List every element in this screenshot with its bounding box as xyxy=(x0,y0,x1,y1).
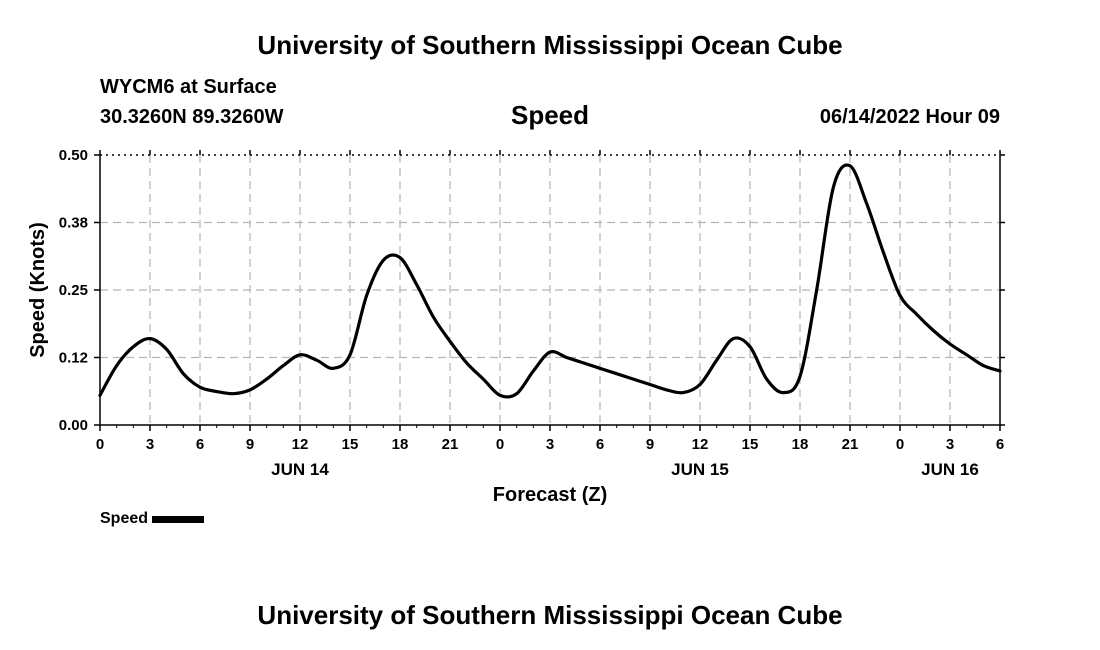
x-tick-label: 21 xyxy=(442,436,459,453)
x-tick-label: 18 xyxy=(792,436,809,453)
x-tick-label: 15 xyxy=(342,436,359,453)
station-label: WYCM6 at Surface xyxy=(100,76,277,98)
x-tick-label: 6 xyxy=(196,436,204,453)
x-tick-label: 9 xyxy=(646,436,654,453)
x-tick-label: 9 xyxy=(246,436,254,453)
coordinates-label: 30.3260N 89.3260W xyxy=(100,106,284,128)
legend-label: Speed xyxy=(100,510,149,527)
x-tick-label: 21 xyxy=(842,436,859,453)
x-tick-label: 6 xyxy=(596,436,604,453)
x-tick-label: 3 xyxy=(146,436,154,453)
label-layer: 0 3 6 9 12 15 18 21 0 3 6 9 12 15 18 21 0 3 6 0.00 0.12 0.25 0… xyxy=(27,147,1004,506)
x-tick-label: 18 xyxy=(392,436,409,453)
y-axis-title: Speed (Knots) xyxy=(27,222,49,358)
x-tick-label: 12 xyxy=(692,436,709,453)
legend: Speed xyxy=(100,510,205,528)
x-tick-label: 3 xyxy=(546,436,554,453)
x-tick-label: 12 xyxy=(292,436,309,453)
y-tick-label: 0.38 xyxy=(59,215,88,232)
date-label: JUN 16 xyxy=(921,460,979,479)
x-tick-label: 0 xyxy=(896,436,904,453)
timestamp-label: 06/14/2022 Hour 09 xyxy=(819,106,1000,128)
x-tick-label: 0 xyxy=(96,436,104,453)
page-title: University of Southern Mississippi Ocean… xyxy=(257,30,843,60)
y-tick-label: 0.25 xyxy=(59,282,88,299)
y-tick-label: 0.50 xyxy=(59,147,88,164)
x-tick-label: 0 xyxy=(496,436,504,453)
legend-line-swatch xyxy=(152,515,205,523)
y-tick-label: 0.00 xyxy=(59,417,88,434)
series-layer xyxy=(98,163,1002,399)
axis-layer xyxy=(94,150,1005,431)
grid-layer xyxy=(100,155,1000,425)
x-axis-title: Forecast (Z) xyxy=(493,484,607,506)
date-label: JUN 15 xyxy=(671,460,729,479)
chart-title: Speed xyxy=(510,100,590,130)
y-tick-label: 0.12 xyxy=(59,350,88,367)
footer-title: University of Southern Mississippi Ocean… xyxy=(257,600,843,630)
x-tick-label: 3 xyxy=(946,436,954,453)
date-label: JUN 14 xyxy=(271,460,329,479)
series-line-speed xyxy=(98,163,1002,399)
x-tick-label: 15 xyxy=(742,436,759,453)
x-tick-label: 6 xyxy=(996,436,1004,453)
